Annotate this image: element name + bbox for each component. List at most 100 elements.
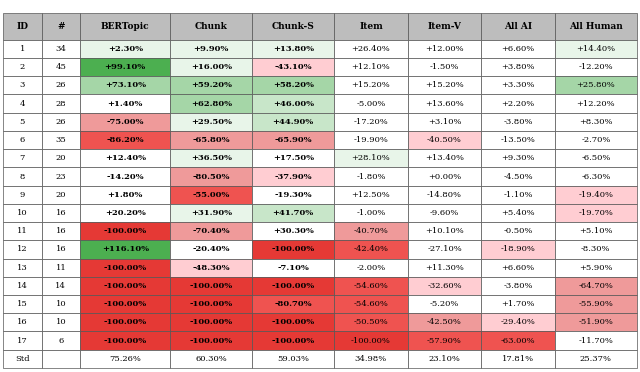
Text: +5.90%: +5.90% [579,264,612,272]
Bar [481,40,555,58]
Text: +5.40%: +5.40% [501,209,535,217]
Bar [334,259,408,277]
Bar [481,186,555,204]
Bar [42,240,80,259]
Text: -14.80%: -14.80% [427,191,462,199]
Text: +17.50%: +17.50% [273,154,314,162]
Text: 14: 14 [17,282,28,290]
Bar [3,58,42,76]
Bar [42,76,80,94]
Bar [42,295,80,313]
Text: +73.10%: +73.10% [105,81,146,89]
Text: +20.20%: +20.20% [105,209,146,217]
Bar [481,350,555,368]
Text: -86.20%: -86.20% [106,136,144,144]
Bar [252,277,334,295]
Text: -55.90%: -55.90% [579,300,613,308]
Bar [252,113,334,131]
Text: +13.80%: +13.80% [273,45,314,53]
Text: +62.80%: +62.80% [191,100,232,108]
Text: -2.00%: -2.00% [356,264,386,272]
Bar [408,331,481,350]
Bar [42,331,80,350]
Text: +11.30%: +11.30% [425,264,464,272]
Text: -13.50%: -13.50% [500,136,536,144]
Text: +44.90%: +44.90% [273,118,314,126]
Bar [80,350,170,368]
Text: +0.00%: +0.00% [428,173,461,180]
Bar [555,58,637,76]
Text: -37.90%: -37.90% [275,173,312,180]
Text: -42.50%: -42.50% [427,318,462,326]
Bar [408,222,481,240]
Bar [481,222,555,240]
Text: +6.60%: +6.60% [502,264,535,272]
Text: -63.00%: -63.00% [500,337,536,344]
Bar [481,240,555,259]
Bar [408,131,481,149]
Bar [42,277,80,295]
Text: +28.10%: +28.10% [351,154,390,162]
Text: -1.10%: -1.10% [503,191,533,199]
Bar [3,313,42,331]
Text: +1.70%: +1.70% [501,300,535,308]
Text: 16: 16 [56,209,66,217]
Bar [334,204,408,222]
Bar [80,13,170,40]
Text: -8.30%: -8.30% [581,246,611,253]
Text: +9.30%: +9.30% [501,154,535,162]
Text: -57.90%: -57.90% [427,337,462,344]
Bar [80,313,170,331]
Bar [408,204,481,222]
Text: +2.30%: +2.30% [108,45,143,53]
Bar [481,331,555,350]
Text: 10: 10 [56,300,66,308]
Text: -100.00%: -100.00% [104,318,147,326]
Bar [555,186,637,204]
Text: -100.00%: -100.00% [189,318,233,326]
Bar [170,331,252,350]
Text: 13: 13 [17,264,28,272]
Bar [408,58,481,76]
Text: 7: 7 [20,154,25,162]
Bar [3,113,42,131]
Text: +26.40%: +26.40% [351,45,390,53]
Bar [80,186,170,204]
Text: -1.00%: -1.00% [356,209,386,217]
Text: 17.81%: 17.81% [502,355,534,363]
Text: 26: 26 [56,81,66,89]
Bar [334,76,408,94]
Bar [170,113,252,131]
Text: -100.00%: -100.00% [271,337,315,344]
Text: Item-V: Item-V [428,22,461,31]
Bar [80,240,170,259]
Bar [334,94,408,113]
Bar [170,313,252,331]
Bar [252,94,334,113]
Bar [170,131,252,149]
Text: -40.50%: -40.50% [427,136,462,144]
Text: +6.60%: +6.60% [502,45,535,53]
Text: 14: 14 [56,282,67,290]
Bar [3,277,42,295]
Bar [80,131,170,149]
Bar [555,259,637,277]
Bar [408,313,481,331]
Text: +99.10%: +99.10% [104,63,146,71]
Bar [80,149,170,167]
Text: 60.30%: 60.30% [195,355,227,363]
Bar [555,204,637,222]
Text: #: # [57,22,65,31]
Text: -100.00%: -100.00% [189,300,233,308]
Text: +58.20%: +58.20% [273,81,314,89]
Text: 26: 26 [56,118,66,126]
Text: -100.00%: -100.00% [351,337,391,344]
Text: +16.00%: +16.00% [191,63,232,71]
Bar [252,259,334,277]
Text: -20.40%: -20.40% [193,246,230,253]
Text: -80.50%: -80.50% [193,173,230,180]
Bar [80,94,170,113]
Bar [252,240,334,259]
Bar [481,277,555,295]
Text: +8.30%: +8.30% [579,118,612,126]
